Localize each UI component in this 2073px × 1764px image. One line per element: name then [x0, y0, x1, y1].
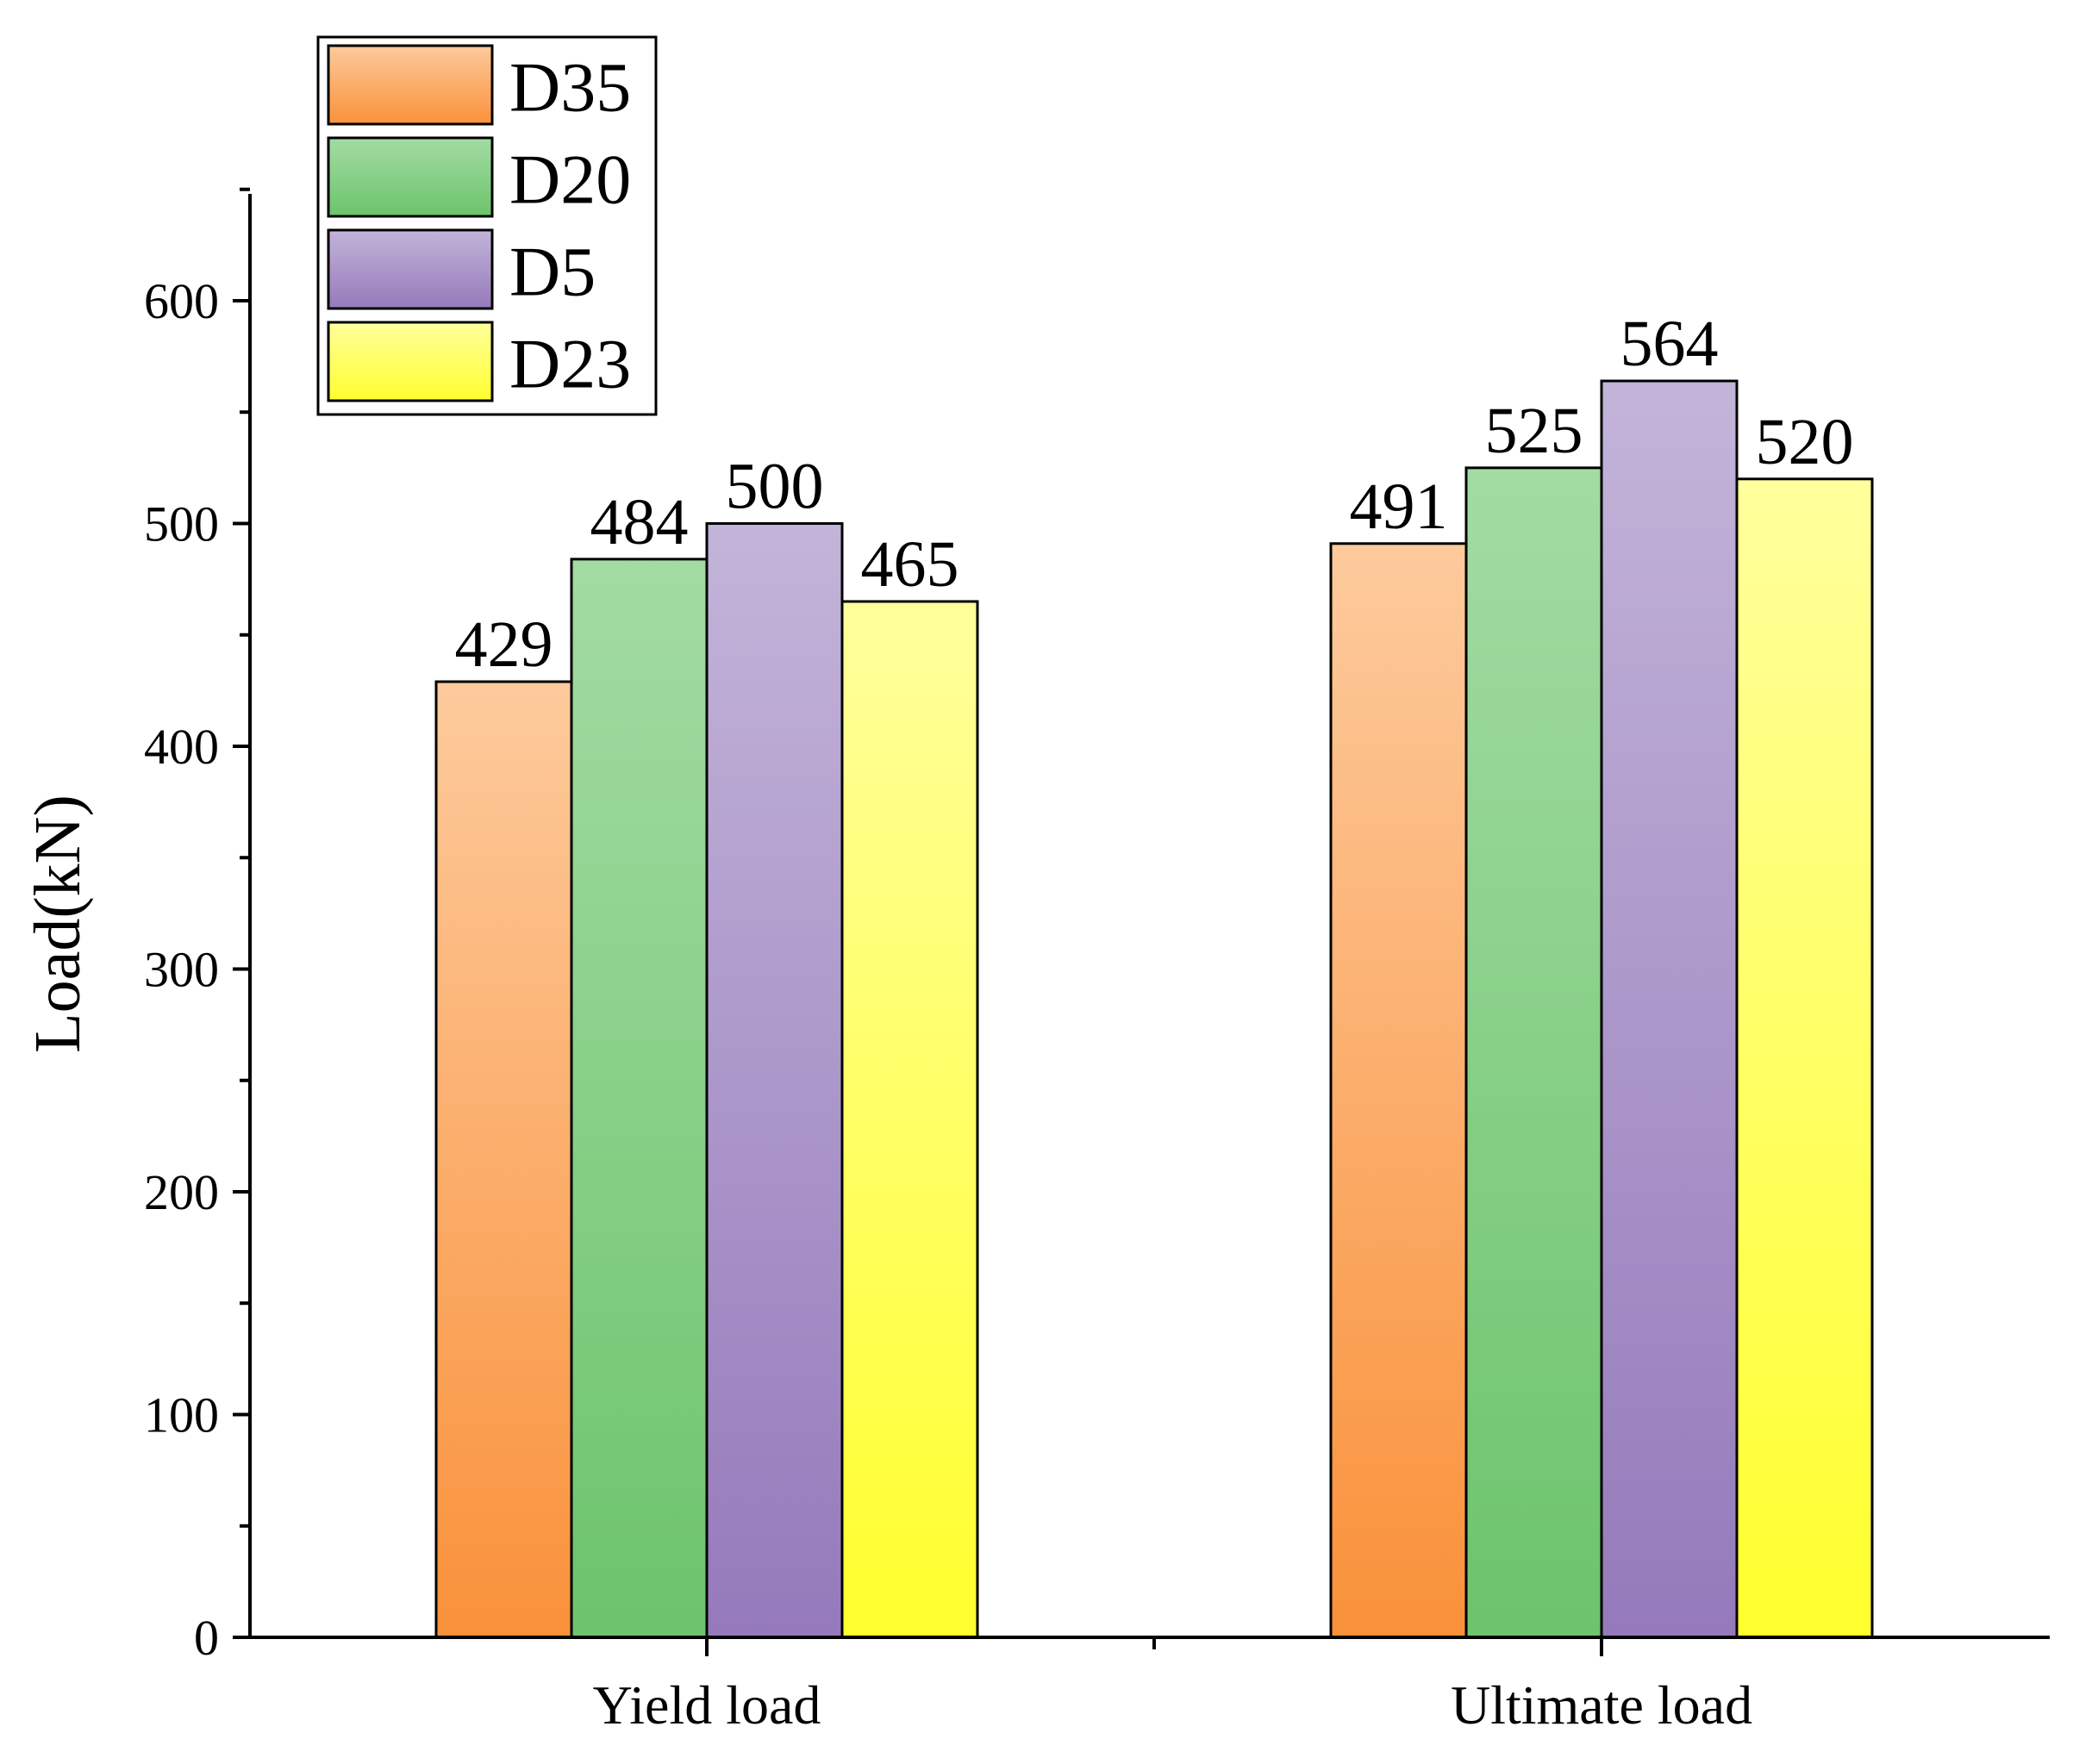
data-label: 564: [1620, 308, 1719, 380]
y-tick-label: 400: [144, 719, 219, 775]
axes-group: 0 100 200 300 400 500 600 Yield load Ultimate lo…: [22, 187, 2050, 1736]
bar-d20-yield-load: [570, 558, 709, 1639]
bar-d20-ultimate-load: [1464, 466, 1603, 1639]
legend-label: D20: [509, 140, 631, 219]
bar-d35-ultimate-load: [1329, 542, 1468, 1639]
legend-swatch-d5: [327, 228, 494, 310]
y-axis-title: Load(kN): [22, 795, 94, 1053]
data-label: 500: [726, 451, 824, 523]
legend-label: D35: [509, 48, 631, 127]
bar-d35-yield-load: [434, 680, 573, 1639]
legend-swatch-d20: [327, 136, 494, 218]
data-label: 484: [590, 486, 689, 558]
y-tick-label: 600: [144, 273, 219, 329]
y-tick-label: 500: [144, 496, 219, 552]
y-tick-label: 100: [144, 1387, 219, 1443]
data-label: 491: [1350, 471, 1448, 543]
bar-d5-ultimate-load: [1600, 379, 1739, 1639]
legend-label: D5: [509, 233, 596, 311]
data-label: 525: [1485, 395, 1583, 467]
legend: D35 D20 D5 D23: [316, 35, 658, 416]
x-tick-label: Ultimate load: [1451, 1674, 1752, 1736]
data-label: 429: [455, 608, 553, 681]
value-labels-group: 429 484 500 465 491 525 564 520: [455, 308, 1854, 681]
legend-label: D23: [509, 325, 631, 403]
bar-d23-ultimate-load: [1735, 477, 1874, 1639]
x-tick-label: Yield load: [593, 1674, 821, 1736]
y-tick-label: 0: [194, 1610, 219, 1666]
legend-swatch-d23: [327, 321, 494, 402]
bar-d23-yield-load: [840, 600, 979, 1639]
bars-group: [434, 379, 1874, 1639]
data-label: 465: [861, 528, 959, 601]
data-label: 520: [1756, 406, 1854, 478]
y-tick-label: 300: [144, 942, 219, 998]
legend-swatch-d35: [327, 44, 494, 126]
y-tick-label: 200: [144, 1164, 219, 1220]
bar-d5-yield-load: [705, 522, 844, 1639]
